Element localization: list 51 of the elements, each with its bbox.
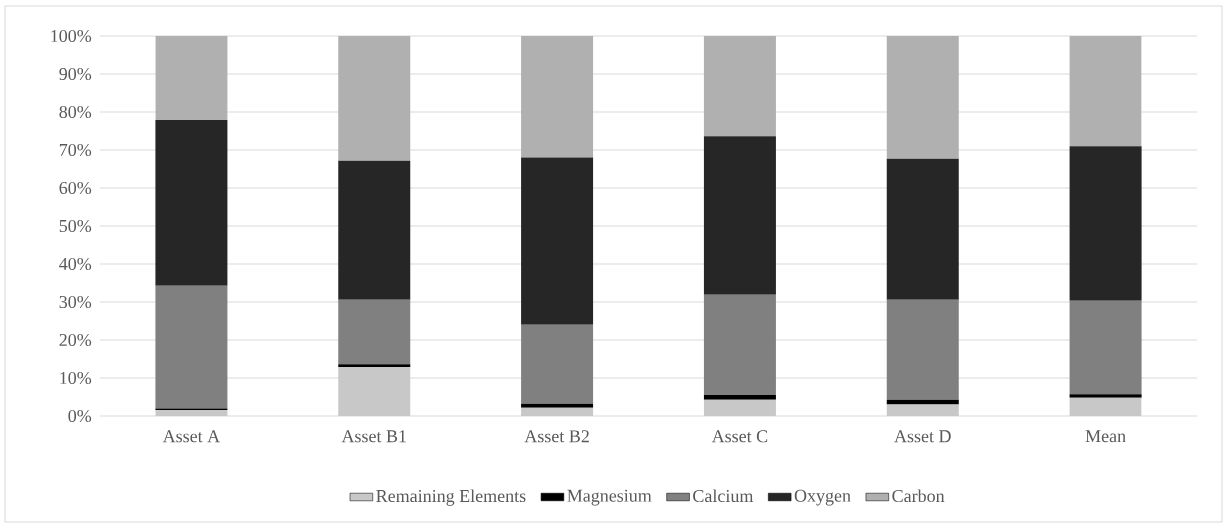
y-tick-label: 30%	[59, 295, 92, 309]
bar	[521, 403, 594, 408]
bar	[1069, 146, 1142, 301]
y-tick-label: 0%	[68, 409, 92, 423]
bar	[886, 158, 959, 300]
x-tick-label: Asset D	[894, 430, 951, 443]
bar	[886, 35, 959, 159]
y-tick-label: 90%	[59, 67, 92, 81]
x-tick-label: Asset B2	[524, 430, 589, 443]
bar	[338, 366, 411, 416]
legend-label: Oxygen	[794, 489, 851, 506]
bar	[703, 399, 776, 416]
bar	[886, 399, 959, 405]
legend-label: Remaining Elements	[376, 489, 526, 506]
y-tick-label: 40%	[59, 257, 92, 271]
y-tick-label: 70%	[59, 143, 92, 157]
bar	[521, 157, 594, 325]
bar	[886, 299, 959, 400]
y-tick-label: 100%	[51, 29, 92, 43]
bar	[338, 364, 411, 367]
x-tick-label: Asset B1	[341, 430, 406, 443]
bar	[703, 136, 776, 295]
bar	[1069, 394, 1142, 398]
bar	[703, 35, 776, 137]
y-tick-label: 20%	[59, 333, 92, 347]
bar	[155, 35, 228, 120]
bar	[886, 404, 959, 416]
x-tick-label: Asset C	[711, 430, 768, 443]
bar	[521, 407, 594, 416]
y-tick-label: 10%	[60, 371, 92, 385]
bar	[521, 35, 594, 158]
legend-label: Magnesium	[567, 489, 652, 506]
legend-label: Carbon	[892, 489, 945, 503]
y-tick-label: 60%	[59, 181, 92, 195]
bar	[155, 119, 228, 286]
bar	[338, 299, 411, 365]
x-tick-label: Asset A	[162, 430, 221, 443]
y-tick-label: 50%	[59, 219, 92, 233]
y-tick-label: 80%	[59, 105, 92, 119]
bar	[1069, 35, 1142, 147]
legend-label: Calcium	[693, 489, 754, 503]
bar	[703, 395, 776, 400]
bar	[338, 35, 411, 161]
x-tick-label: Mean	[1085, 430, 1126, 443]
bar	[338, 160, 411, 300]
bar	[1069, 300, 1142, 395]
bar	[1069, 397, 1142, 416]
bar	[521, 324, 594, 404]
bar	[155, 409, 228, 416]
bar	[155, 285, 228, 409]
bar	[703, 294, 776, 396]
